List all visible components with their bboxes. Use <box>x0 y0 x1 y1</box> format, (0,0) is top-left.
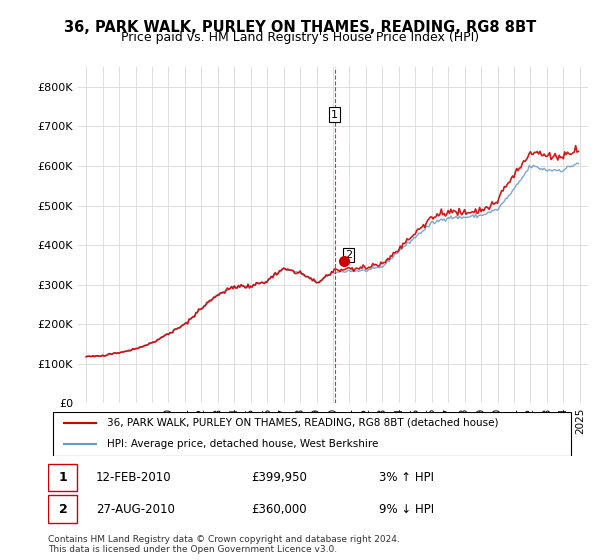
Text: Contains HM Land Registry data © Crown copyright and database right 2024.
This d: Contains HM Land Registry data © Crown c… <box>48 535 400 554</box>
Text: 36, PARK WALK, PURLEY ON THAMES, READING, RG8 8BT: 36, PARK WALK, PURLEY ON THAMES, READING… <box>64 20 536 35</box>
Text: 27-AUG-2010: 27-AUG-2010 <box>96 502 175 516</box>
Text: 1: 1 <box>331 110 338 120</box>
Text: 2: 2 <box>345 250 352 260</box>
Text: 36, PARK WALK, PURLEY ON THAMES, READING, RG8 8BT (detached house): 36, PARK WALK, PURLEY ON THAMES, READING… <box>107 418 498 428</box>
FancyBboxPatch shape <box>53 413 571 455</box>
FancyBboxPatch shape <box>48 464 77 491</box>
FancyBboxPatch shape <box>48 496 77 522</box>
Text: 1: 1 <box>59 471 67 484</box>
Text: £399,950: £399,950 <box>251 471 307 484</box>
Text: Price paid vs. HM Land Registry's House Price Index (HPI): Price paid vs. HM Land Registry's House … <box>121 31 479 44</box>
Text: 3% ↑ HPI: 3% ↑ HPI <box>379 471 434 484</box>
Text: 9% ↓ HPI: 9% ↓ HPI <box>379 502 434 516</box>
Text: 12-FEB-2010: 12-FEB-2010 <box>96 471 172 484</box>
Text: 2: 2 <box>59 502 67 516</box>
Text: HPI: Average price, detached house, West Berkshire: HPI: Average price, detached house, West… <box>107 439 378 449</box>
Text: £360,000: £360,000 <box>251 502 307 516</box>
